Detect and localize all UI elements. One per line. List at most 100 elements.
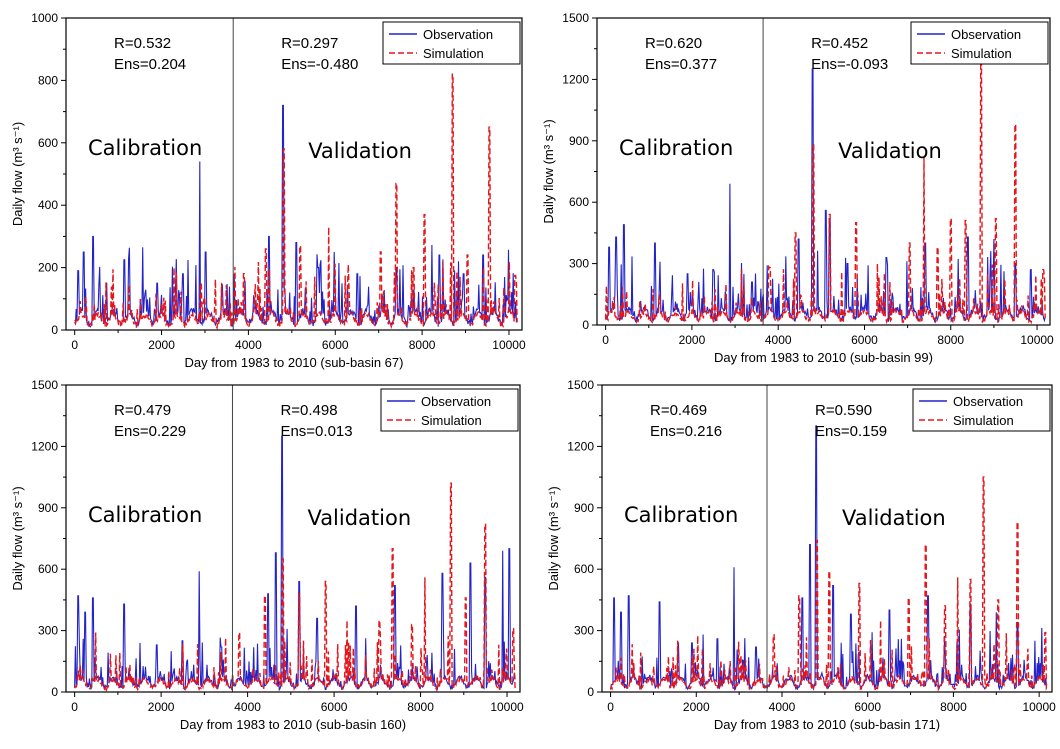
- series-line-observation: [610, 425, 1048, 692]
- y-tick-label: 1000: [31, 11, 58, 25]
- x-tick-label: 4000: [234, 700, 261, 714]
- x-tick-label: 0: [71, 700, 78, 714]
- legend-label-simulation: Simulation: [423, 46, 484, 61]
- x-tick-label: 8000: [940, 700, 967, 714]
- x-tick-label: 0: [71, 338, 78, 352]
- legend-label-simulation: Simulation: [951, 46, 1012, 61]
- legend-label-observation: Observation: [423, 27, 493, 42]
- calibration-label: Calibration: [88, 503, 202, 527]
- y-tick-label: 300: [38, 624, 58, 638]
- x-tick-label: 0: [602, 333, 609, 347]
- x-tick-label: 10000: [492, 338, 526, 352]
- series-line-simulation: [73, 482, 516, 692]
- validation-r-value: R=0.590: [815, 402, 872, 419]
- calibration-label: Calibration: [624, 503, 738, 527]
- y-tick-label: 600: [38, 136, 58, 150]
- chart-panel-4: 0 2000 4000 6000 8000 10000 0 300 600 900 1200 1500…: [546, 378, 1056, 732]
- x-axis-title: Day from 1983 to 2010 (sub-basin 171): [714, 717, 940, 732]
- validation-ens-value: Ens=-0.093: [811, 56, 888, 73]
- legend-box: [380, 388, 519, 432]
- y-tick-label: 600: [569, 195, 589, 209]
- x-tick-label: 4000: [765, 333, 792, 347]
- calibration-ens-value: Ens=0.216: [650, 423, 722, 440]
- validation-r-value: R=0.498: [280, 402, 337, 419]
- legend: Observation Simulation: [910, 21, 1049, 65]
- calibration-ens-value: Ens=0.377: [645, 56, 717, 73]
- series-line-observation: [74, 104, 518, 329]
- calibration-label: Calibration: [88, 136, 202, 160]
- legend-box: [912, 388, 1051, 432]
- legend-label-observation: Observation: [421, 394, 491, 409]
- series-line-simulation: [604, 64, 1046, 325]
- x-tick-label: 4000: [235, 338, 262, 352]
- legend: Observation Simulation: [380, 388, 519, 432]
- x-tick-label: 10000: [1022, 700, 1056, 714]
- y-tick-label: 900: [574, 501, 594, 515]
- y-tick-label: 600: [38, 562, 58, 576]
- validation-label: Validation: [307, 506, 411, 530]
- y-tick-label: 1200: [31, 439, 58, 453]
- legend-label-simulation: Simulation: [953, 413, 1014, 428]
- calibration-r-value: R=0.479: [114, 402, 171, 419]
- y-tick-label: 800: [38, 73, 58, 87]
- validation-label: Validation: [838, 139, 942, 163]
- y-tick-label: 0: [51, 323, 58, 337]
- x-tick-label: 10000: [1020, 333, 1054, 347]
- y-tick-label: 900: [569, 134, 589, 148]
- x-axis-title: Day from 1983 to 2010 (sub-basin 160): [180, 717, 406, 732]
- y-tick-label: 300: [574, 624, 594, 638]
- y-tick-label: 600: [574, 562, 594, 576]
- legend-box: [382, 21, 521, 65]
- y-tick-label: 0: [587, 685, 594, 699]
- x-tick-label: 8000: [937, 333, 964, 347]
- y-tick-label: 300: [569, 257, 589, 271]
- y-tick-label: 1500: [562, 11, 589, 25]
- validation-r-value: R=0.452: [811, 35, 868, 52]
- validation-ens-value: Ens=0.013: [280, 423, 352, 440]
- legend-label-observation: Observation: [951, 27, 1021, 42]
- x-axis-title: Day from 1983 to 2010 (sub-basin 67): [185, 355, 404, 370]
- validation-ens-value: Ens=0.159: [815, 423, 887, 440]
- x-tick-label: 6000: [321, 700, 348, 714]
- x-tick-label: 0: [607, 700, 614, 714]
- x-axis-title: Day from 1983 to 2010 (sub-basin 99): [714, 350, 933, 365]
- calibration-r-value: R=0.532: [114, 35, 171, 52]
- legend: Observation Simulation: [912, 388, 1051, 432]
- y-tick-label: 1200: [562, 72, 589, 86]
- x-tick-label: 10000: [490, 700, 524, 714]
- chart-panel-1: 0 2000 4000 6000 8000 10000 0 200 400 600 800 1000 D…: [10, 11, 526, 370]
- y-axis-title: Daily flow (m³ s⁻¹): [10, 122, 25, 226]
- chart-panel-2: 0 2000 4000 6000 8000 10000 0 300 600 900 1200 1500…: [541, 11, 1054, 365]
- y-tick-label: 900: [38, 501, 58, 515]
- x-tick-label: 2000: [679, 333, 706, 347]
- x-tick-label: 6000: [854, 700, 881, 714]
- x-tick-label: 8000: [407, 700, 434, 714]
- y-tick-label: 400: [38, 198, 58, 212]
- x-tick-label: 8000: [409, 338, 436, 352]
- x-tick-label: 2000: [683, 700, 710, 714]
- y-tick-label: 200: [38, 261, 58, 275]
- calibration-r-value: R=0.469: [650, 402, 707, 419]
- calibration-ens-value: Ens=0.229: [114, 423, 186, 440]
- validation-label: Validation: [842, 506, 946, 530]
- y-tick-label: 0: [51, 685, 58, 699]
- y-axis-title: Daily flow (m³ s⁻¹): [546, 486, 561, 590]
- x-tick-label: 2000: [148, 338, 175, 352]
- x-tick-label: 6000: [851, 333, 878, 347]
- series-line-simulation: [74, 73, 518, 330]
- y-axis-title: Daily flow (m³ s⁻¹): [541, 119, 556, 223]
- calibration-r-value: R=0.620: [645, 35, 702, 52]
- legend-label-simulation: Simulation: [421, 413, 482, 428]
- x-tick-label: 6000: [322, 338, 349, 352]
- y-tick-label: 1500: [31, 378, 58, 392]
- validation-ens-value: Ens=-0.480: [281, 56, 358, 73]
- legend: Observation Simulation: [382, 21, 521, 65]
- calibration-ens-value: Ens=0.204: [114, 56, 186, 73]
- y-axis-title: Daily flow (m³ s⁻¹): [10, 486, 25, 590]
- validation-label: Validation: [308, 139, 412, 163]
- chart-panel-3: 0 2000 4000 6000 8000 10000 0 300 600 900 1200 1500…: [10, 378, 524, 732]
- y-tick-label: 1500: [567, 378, 594, 392]
- y-tick-label: 0: [582, 318, 589, 332]
- calibration-label: Calibration: [619, 136, 733, 160]
